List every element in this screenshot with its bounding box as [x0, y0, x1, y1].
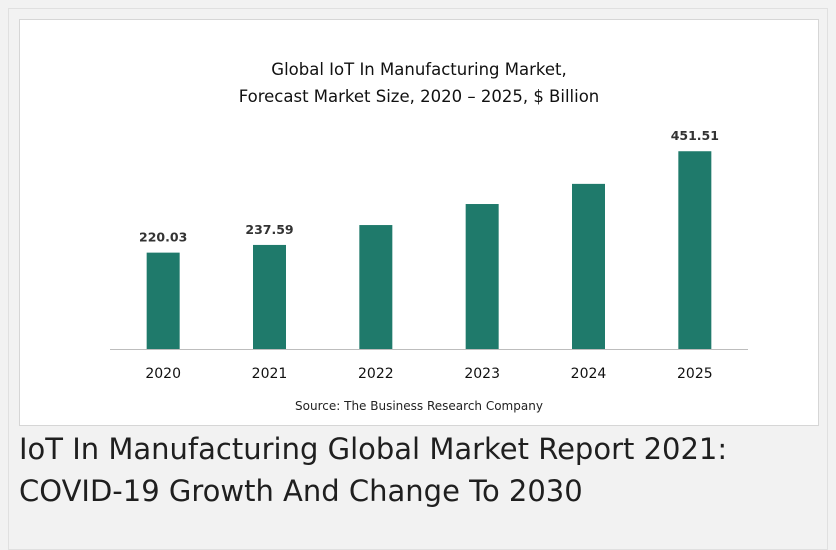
x-tick-2021: 2021: [252, 366, 288, 382]
bar-2020: [146, 252, 180, 349]
bar-2024: [572, 183, 605, 349]
data-label-2025: 451.51: [671, 128, 719, 143]
data-label-2020: 220.03: [139, 230, 187, 245]
bar-chart: Global IoT In Manufacturing Market, Fore…: [110, 60, 748, 413]
caption-line-2: COVID-19 Growth And Change To 2030: [19, 474, 583, 508]
x-tick-2023: 2023: [464, 366, 500, 382]
bar-2021: [253, 244, 286, 349]
chart-panel: Global IoT In Manufacturing Market, Fore…: [19, 19, 819, 426]
bar-2025: [678, 151, 712, 349]
chart-title-line-2: Forecast Market Size, 2020 – 2025, $ Bil…: [239, 87, 600, 106]
bar-2023: [465, 204, 499, 349]
article-caption[interactable]: IoT In Manufacturing Global Market Repor…: [19, 428, 799, 512]
chart-title-line-1: Global IoT In Manufacturing Market,: [271, 60, 566, 79]
x-tick-2025: 2025: [677, 366, 713, 382]
bar-2022: [359, 225, 393, 349]
x-tick-2020: 2020: [145, 366, 181, 382]
bars-group: 220.03 237.59 451.51: [139, 128, 719, 349]
chart-source: Source: The Business Research Company: [295, 399, 543, 413]
data-label-2021: 237.59: [245, 222, 293, 237]
x-tick-2022: 2022: [358, 366, 394, 382]
x-tick-labels: 2020 2021 2022 2023 2024 2025: [145, 366, 712, 382]
x-tick-2024: 2024: [571, 366, 607, 382]
caption-line-1: IoT In Manufacturing Global Market Repor…: [19, 432, 728, 466]
